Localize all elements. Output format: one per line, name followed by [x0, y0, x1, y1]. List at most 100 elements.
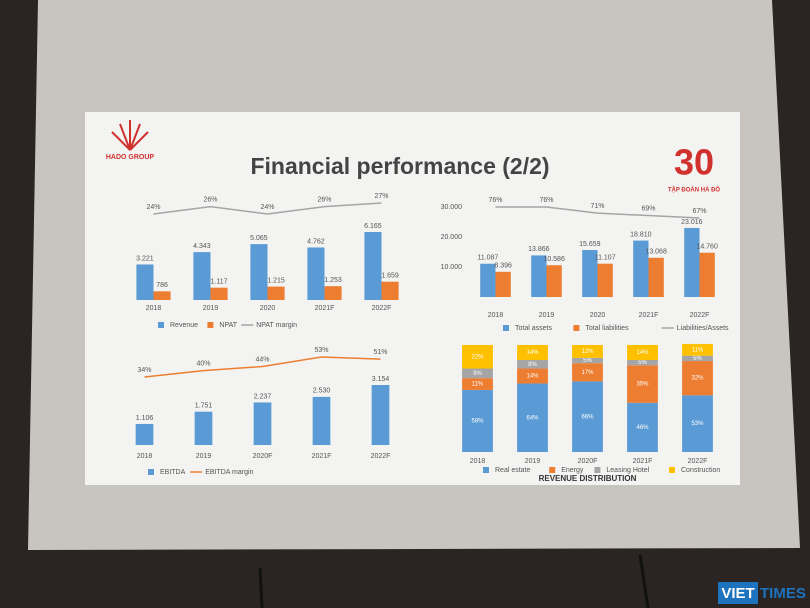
bar — [364, 232, 382, 300]
x-tick-label: 2021F — [315, 305, 335, 312]
bar-segment — [572, 363, 603, 382]
x-tick-label: 2022F — [372, 305, 392, 312]
bar — [480, 263, 496, 297]
x-tick-label: 2019 — [203, 305, 219, 312]
y-tick-label: 10.000 — [441, 264, 463, 271]
logo-text: HADO GROUP — [106, 154, 155, 161]
bar-label: 1.253 — [324, 277, 342, 284]
bar-segment — [462, 378, 493, 390]
bar — [267, 286, 285, 300]
bar — [495, 271, 511, 297]
legend-label: EBITDA margin — [205, 469, 253, 476]
line — [153, 202, 382, 215]
segment-label: 14% — [526, 350, 539, 356]
line — [495, 206, 700, 219]
bar-label: 11.107 — [595, 255, 616, 262]
bar-segment — [517, 345, 548, 360]
x-tick-label: 2020F — [253, 453, 273, 460]
legend-label: NPAT — [219, 322, 237, 329]
bar-label: 1.117 — [211, 279, 228, 286]
bar-segment — [462, 389, 493, 452]
legend-label: EBITDA — [160, 469, 186, 476]
bar-segment — [682, 361, 713, 396]
bar-label: 1.659 — [381, 273, 399, 280]
x-tick-label: 2021F — [312, 453, 332, 460]
bar-label: 8.396 — [494, 263, 512, 270]
bar-segment — [517, 368, 548, 384]
bar — [531, 255, 547, 297]
bar — [312, 396, 331, 445]
bar — [194, 411, 213, 445]
legend-swatch — [549, 467, 556, 473]
legend-swatch — [573, 325, 580, 331]
anniversary-caption: TẬP ĐOÀN HÀ ĐÔ — [668, 186, 721, 194]
bar-label: 4.343 — [193, 243, 211, 250]
line-label: 24% — [146, 204, 160, 211]
bar — [546, 265, 562, 297]
bar-label: 1.106 — [136, 415, 154, 422]
x-tick-label: 2022F — [688, 458, 708, 465]
watermark-right: TIMES — [760, 585, 806, 602]
bar-label: 3.154 — [372, 376, 390, 383]
legend-swatch — [207, 322, 214, 328]
x-tick-label: 2018 — [488, 312, 504, 319]
bar-label: 23.016 — [681, 219, 703, 226]
legend-swatch — [594, 467, 601, 473]
bar — [381, 281, 399, 300]
legend-swatch — [158, 322, 164, 328]
x-tick-label: 2022F — [371, 453, 391, 460]
bar-label: 13.068 — [645, 249, 667, 256]
line-label: 76% — [488, 197, 502, 204]
legend-label: Total liabilities — [585, 325, 629, 332]
bar-label: 6.165 — [364, 223, 382, 230]
legend-label: Leasing Hotel — [606, 467, 649, 474]
x-tick-label: 2018 — [470, 458, 486, 465]
bar-label: 18.810 — [630, 231, 652, 238]
bar-segment — [627, 365, 658, 403]
segment-label: 66% — [581, 414, 594, 420]
x-tick-label: 2019 — [539, 312, 555, 319]
x-tick-label: 2020F — [578, 458, 598, 465]
bar-label: 786 — [156, 282, 168, 289]
line-label: 40% — [196, 361, 210, 368]
x-tick-label: 2022F — [690, 312, 710, 319]
bar — [371, 385, 390, 445]
bar-segment — [462, 345, 493, 369]
segment-label: 22% — [471, 354, 484, 360]
watermark-box — [718, 582, 758, 604]
legend-swatch — [503, 325, 509, 331]
line-label: 27% — [374, 193, 388, 200]
bar-label: 11.087 — [477, 255, 498, 262]
logo — [111, 120, 149, 151]
chart-title: REVENUE DISTRIBUTION — [539, 474, 637, 483]
bar — [250, 244, 268, 300]
segment-label: 9% — [473, 371, 482, 377]
bar — [699, 252, 715, 297]
microphone — [638, 554, 650, 608]
segment-label: 46% — [636, 425, 649, 431]
slide-title: Financial performance (2/2) — [250, 153, 549, 179]
bar — [648, 257, 664, 297]
x-tick-label: 2019 — [196, 453, 212, 460]
segment-label: 11% — [692, 347, 704, 353]
line-label: 24% — [260, 204, 274, 211]
legend-label: Revenue — [170, 322, 198, 329]
bar-label: 3.221 — [136, 255, 154, 262]
bar-label: 4.762 — [307, 238, 325, 245]
bar — [193, 252, 211, 300]
legend-swatch — [669, 467, 675, 473]
legend-label: NPAT margin — [256, 322, 297, 329]
x-tick-label: 2020 — [590, 312, 606, 319]
bar — [684, 227, 700, 297]
bar-label: 2.530 — [313, 388, 331, 395]
x-tick-label: 2021F — [639, 312, 659, 319]
line-label: 51% — [373, 349, 387, 356]
line-label: 34% — [137, 367, 151, 374]
line-label: 44% — [255, 356, 269, 363]
bar-label: 14.760 — [696, 244, 718, 251]
legend-label: Energy — [561, 467, 584, 474]
x-tick-label: 2019 — [525, 458, 541, 465]
bar — [582, 250, 598, 297]
segment-label: 58% — [471, 419, 484, 425]
x-tick-label: 2018 — [137, 453, 153, 460]
